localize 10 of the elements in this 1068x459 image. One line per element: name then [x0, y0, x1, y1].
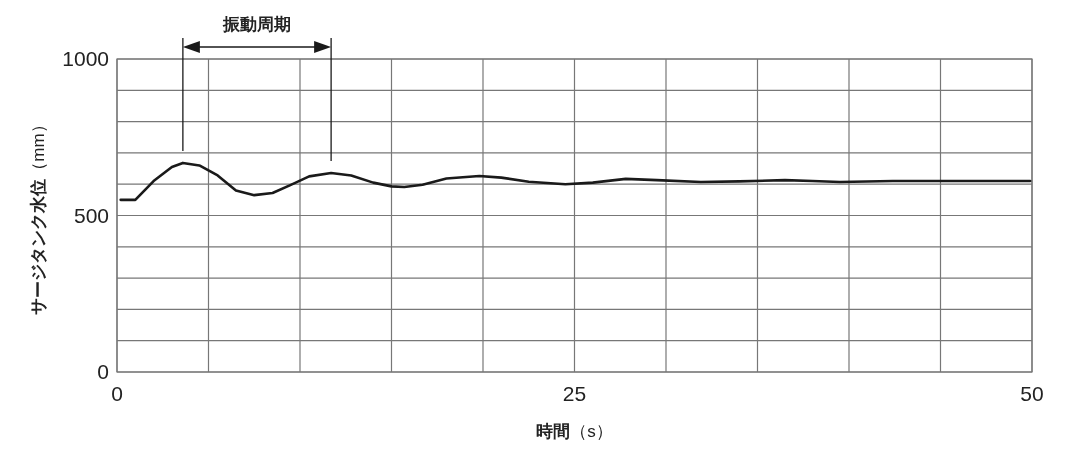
y-tick-label: 500: [73, 203, 109, 227]
x-tick-label: 25: [562, 382, 587, 405]
y-axis-title: サージタンク水位（mm）: [29, 116, 49, 315]
x-tick-label: 50: [1020, 382, 1044, 405]
x-tick-label: 0: [111, 382, 123, 405]
line-series: [119, 161, 1032, 202]
x-axis-title: 時間（s）: [536, 422, 613, 441]
y-tick-label: 1000: [62, 47, 109, 70]
text: 振動周期: [221, 15, 291, 34]
y-tick-label: 0: [97, 360, 109, 383]
